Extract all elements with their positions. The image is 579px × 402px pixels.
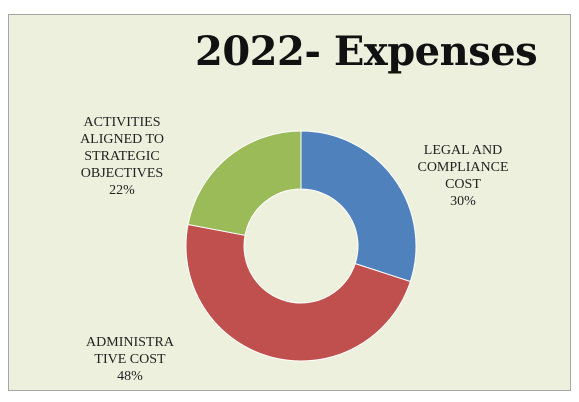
slice-label-text: ADMINISTRA TIVE COST [86,335,174,367]
slice-label-text: ACTIVITIES ALIGNED TO STRATEGIC OBJECTIV… [80,115,164,181]
slice-percent-label: 22% [109,183,135,198]
slice-label-strategic-activities: ACTIVITIES ALIGNED TO STRATEGIC OBJECTIV… [62,97,182,216]
slice-label-legal-compliance: LEGAL AND COMPLIANCE COST 30% [398,125,528,227]
slice-percent-label: 30% [450,194,476,209]
slice-strategic-activities [187,130,302,236]
slice-legal-compliance [300,130,417,283]
slice-label-administrative: ADMINISTRA TIVE COST 48% [75,317,185,402]
chart-title: 2022- Expenses [195,28,538,75]
slice-label-text: LEGAL AND COMPLIANCE COST [417,143,509,192]
slice-administrative [185,223,412,362]
slice-percent-label: 48% [117,369,143,384]
